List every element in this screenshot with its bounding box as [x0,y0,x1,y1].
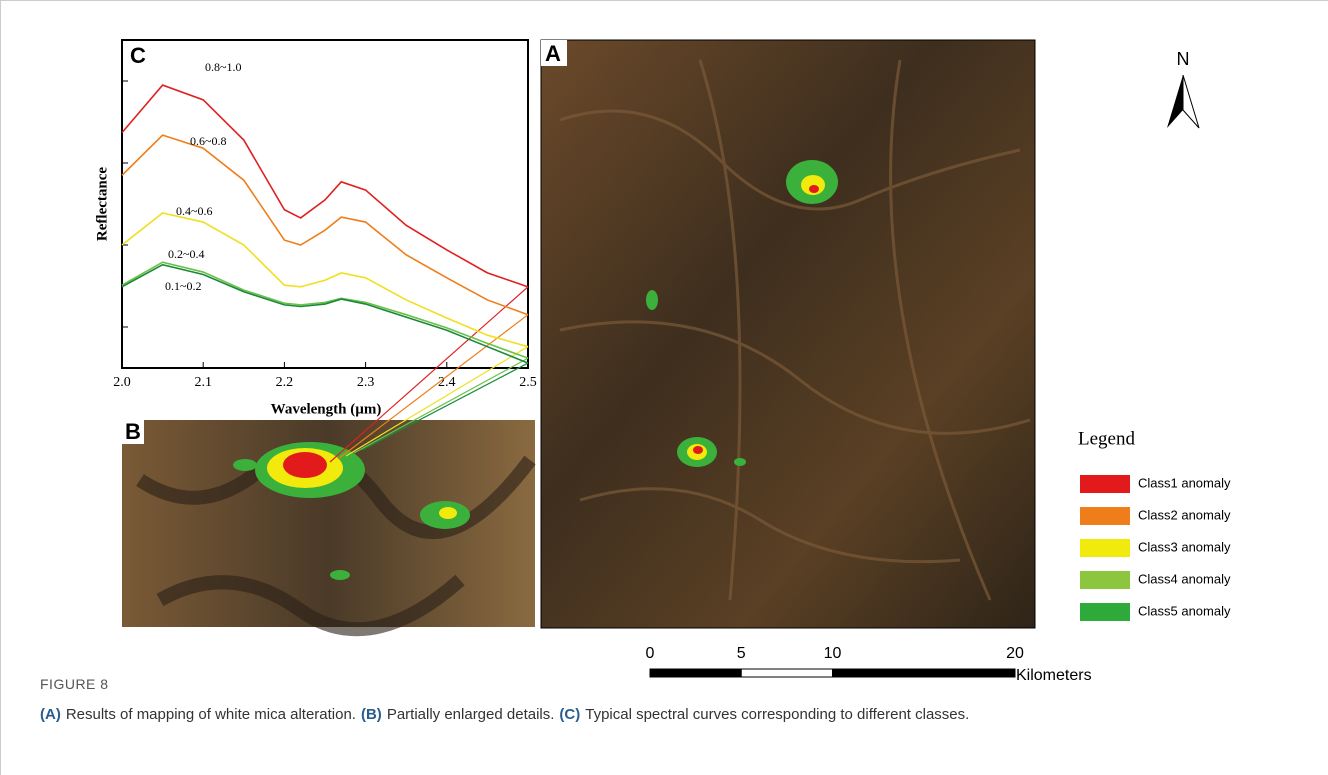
caption: (A) Results of mapping of white mica alte… [40,706,974,723]
legend-label: Class3 anomaly [1138,539,1231,554]
legend-swatch [1080,539,1130,557]
legend-swatch [1080,571,1130,589]
curve-label: 0.2~0.4 [168,247,205,261]
x-tick-label: 2.2 [276,375,294,390]
anomaly-blob [646,290,658,310]
figure-label: FIGURE 8 [40,676,109,692]
page: C Wavelength (µm) Reflectance B A N Lege… [0,0,1328,775]
curve-label: 0.4~0.6 [176,204,213,218]
anomaly-blob [233,459,257,471]
anomaly-blob [809,185,819,193]
panel-label: C [130,43,146,68]
legend-label: Class1 anomaly [1138,475,1231,490]
map-image [541,40,1035,628]
x-axis-title: Wavelength (µm) [271,401,382,417]
scale-unit: Kilometers [1016,667,1092,684]
north-label: N [1177,49,1190,69]
anomaly-blob [734,458,746,466]
scale-segment [833,669,1016,677]
scale-label: 0 [646,645,655,662]
panel-label: B [125,419,141,444]
scale-segment [741,669,832,677]
panel-label: A [545,41,561,66]
scale-label: 5 [737,645,746,662]
north-arrow [1183,75,1199,128]
scale-label: 20 [1006,645,1024,662]
anomaly-blob [693,446,703,454]
north-arrow [1167,75,1183,128]
caption-tag: (B) [361,706,382,723]
caption-tag: (A) [40,706,61,723]
scale-segment [650,669,741,677]
caption-text: Results of mapping of white mica alterat… [66,706,356,723]
x-tick-label: 2.3 [357,375,375,390]
anomaly-blob [439,507,457,519]
legend-title: Legend [1078,428,1135,449]
legend-label: Class5 anomaly [1138,603,1231,618]
caption-text: Partially enlarged details. [387,706,555,723]
x-tick-label: 2.5 [519,375,537,390]
legend-swatch [1080,475,1130,493]
legend-swatch [1080,507,1130,525]
anomaly-blob [283,452,327,478]
x-tick-label: 2.4 [438,375,456,390]
curve-label: 0.6~0.8 [190,134,227,148]
x-tick-label: 2.1 [194,375,212,390]
legend-swatch [1080,603,1130,621]
curve-label: 0.1~0.2 [165,279,202,293]
legend-label: Class2 anomaly [1138,507,1231,522]
x-tick-label: 2.0 [113,375,131,390]
scale-label: 10 [824,645,842,662]
figure: C Wavelength (µm) Reflectance B A N Lege… [0,0,1328,775]
legend-label: Class4 anomaly [1138,571,1231,586]
caption-tag: (C) [559,706,580,723]
anomaly-blob [330,570,350,580]
y-axis-title: Reflectance [94,167,110,241]
caption-text: Typical spectral curves corresponding to… [585,706,969,723]
curve-label: 0.8~1.0 [205,60,242,74]
